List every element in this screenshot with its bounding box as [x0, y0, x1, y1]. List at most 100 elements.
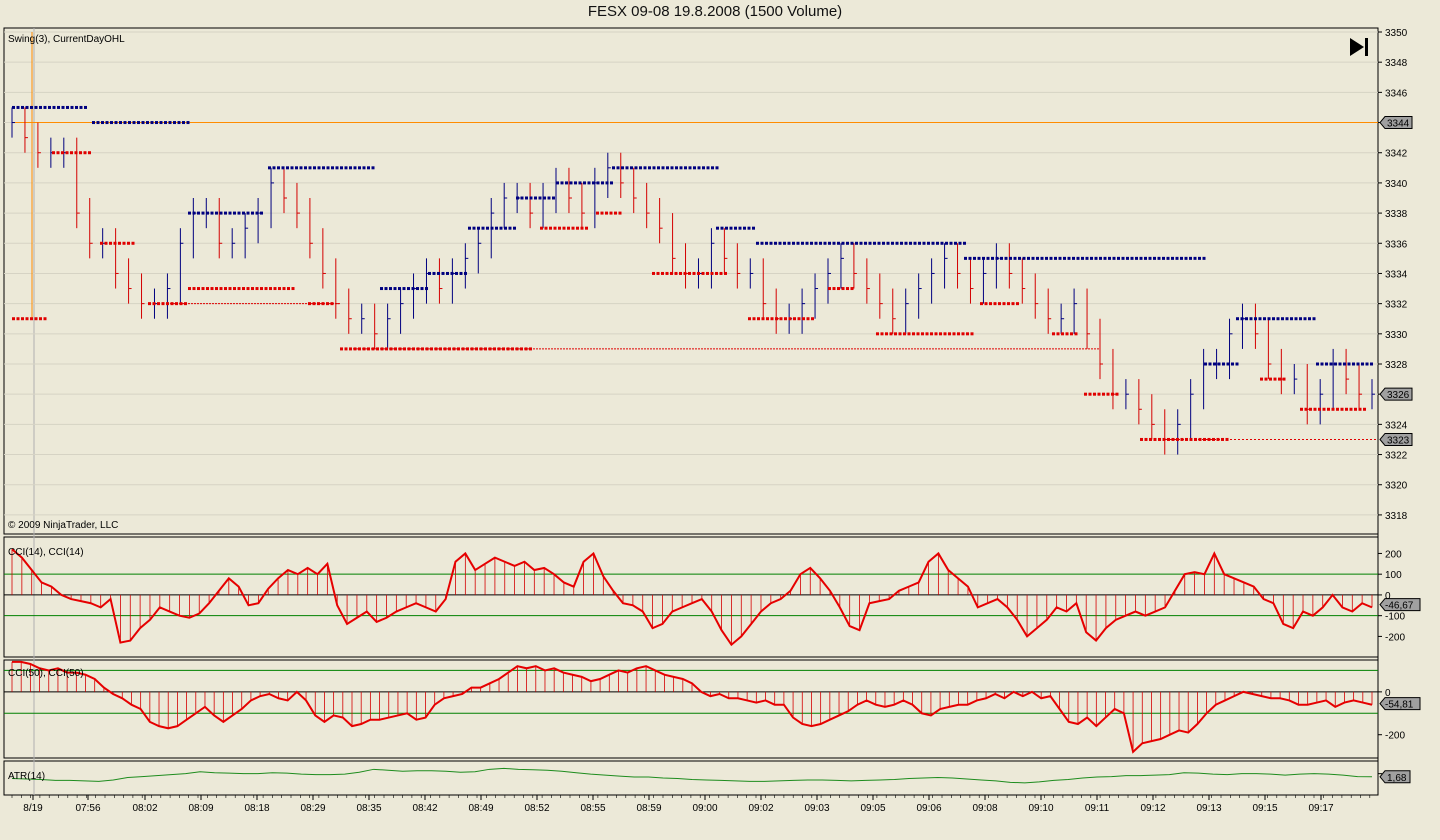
swing-high-dot	[747, 226, 751, 230]
swing-high	[428, 271, 467, 275]
cci14-tick-label: 100	[1385, 570, 1402, 581]
swing-high-dot	[977, 256, 981, 260]
swing-low-dot	[251, 287, 254, 291]
swing-high-dot	[477, 226, 480, 230]
swing-low-dot	[52, 151, 55, 155]
swing-high-dot	[437, 271, 440, 275]
swing-high-dot	[778, 241, 782, 245]
swing-high-dot	[560, 181, 564, 185]
cci50-panel[interactable]	[3, 659, 1379, 759]
swing-high-dot	[1263, 317, 1266, 321]
swing-low-dot	[70, 151, 73, 155]
swing-low-dot	[179, 302, 183, 306]
cci50-tick-label: 0	[1385, 688, 1391, 699]
swing-high-dot	[317, 166, 321, 170]
price-tick-label: 3338	[1385, 209, 1408, 220]
swing-low-dot	[192, 287, 196, 291]
swing-high-dot	[188, 211, 191, 215]
swing-high-dot	[859, 241, 863, 245]
price-bar	[1267, 318, 1272, 380]
swing-high-dot	[648, 166, 651, 170]
swing-high-dot	[846, 241, 849, 245]
swing-low-dot	[371, 347, 375, 351]
swing-high-dot	[823, 241, 827, 245]
swing-low-dot	[912, 332, 915, 336]
price-badge-box	[1379, 432, 1413, 446]
swing-high-dot	[219, 211, 223, 215]
swing-low-dot	[571, 226, 575, 230]
swing-high-dot	[605, 181, 609, 185]
swing-high-dot	[251, 211, 254, 215]
swing-low-dot	[475, 347, 478, 351]
atr-plot: 21,68	[11, 767, 1411, 784]
swing-low-dot	[1194, 437, 1197, 441]
price-bar	[11, 107, 15, 138]
price-tick-label: 3320	[1385, 481, 1408, 492]
swing-high-dot	[556, 181, 559, 185]
atr-value-label: 1,68	[1387, 773, 1407, 784]
time-tick-label: 08:59	[636, 803, 661, 814]
swing-high-dot	[873, 241, 876, 245]
price-bar	[1021, 258, 1026, 304]
swing-low-dot	[349, 347, 352, 351]
swing-low-dot	[916, 332, 920, 336]
swing-high-dot	[432, 271, 436, 275]
swing-high-dot	[66, 105, 69, 109]
swing-low-dot	[837, 287, 840, 291]
price-bar	[1254, 303, 1259, 349]
swing-low-dot	[903, 332, 906, 336]
swing-low-dot	[1185, 437, 1188, 441]
swing-low-dot	[1354, 407, 1357, 411]
swing-low-dot	[219, 287, 223, 291]
swing-high-dot	[441, 271, 445, 275]
cci14-value-box	[1379, 598, 1421, 612]
price-bar	[866, 258, 870, 304]
price-panel[interactable]	[3, 27, 1379, 535]
price-bar	[1293, 364, 1298, 395]
swing-high-dot	[592, 181, 595, 185]
swing-high-dot	[720, 226, 724, 230]
price-bar	[931, 258, 935, 304]
swing-low-dot	[452, 347, 456, 351]
price-bar	[827, 258, 831, 304]
swing-low-dot	[412, 347, 415, 351]
swing-high-dot	[587, 181, 591, 185]
price-bar	[1177, 409, 1181, 455]
swing-high	[92, 121, 190, 125]
swing-low	[308, 302, 334, 306]
swing-low-dot	[846, 287, 849, 291]
swing-low-dot	[30, 317, 33, 321]
swing-low-dot	[1065, 332, 1069, 336]
price-bar	[283, 167, 287, 214]
skip-to-end-icon[interactable]	[1350, 38, 1368, 56]
price-tick-label: 3336	[1385, 239, 1408, 250]
swing-high-dot	[1175, 256, 1179, 260]
price-bar	[607, 152, 611, 198]
swing-high-dot	[1153, 256, 1156, 260]
swing-high-dot	[1316, 362, 1319, 366]
price-bar	[128, 258, 132, 304]
swing-high-dot	[1130, 256, 1134, 260]
swing-low-dot	[385, 347, 388, 351]
price-bar	[1060, 303, 1065, 334]
swing-high-dot	[1198, 256, 1201, 260]
swing-high-dot	[304, 166, 307, 170]
cci14-tick-label: -200	[1385, 632, 1405, 643]
time-tick-label: 09:12	[1140, 803, 1165, 814]
swing-high-dot	[1126, 256, 1129, 260]
swing-high-dot	[697, 166, 701, 170]
swing-low-dot	[1167, 437, 1170, 441]
chart-title: FESX 09-08 19.8.2008 (1500 Volume)	[587, 3, 843, 20]
swing-low-dot	[43, 317, 47, 321]
swing-low-dot	[470, 347, 474, 351]
swing-high-dot	[25, 105, 29, 109]
price-bar	[1138, 379, 1142, 425]
swing-low-dot	[656, 271, 660, 275]
swing-high-dot	[1294, 317, 1298, 321]
swing-low-dot	[104, 241, 108, 245]
price-bar	[659, 198, 663, 244]
atr-panel[interactable]	[3, 760, 1379, 796]
swing-low-dot	[806, 317, 810, 321]
